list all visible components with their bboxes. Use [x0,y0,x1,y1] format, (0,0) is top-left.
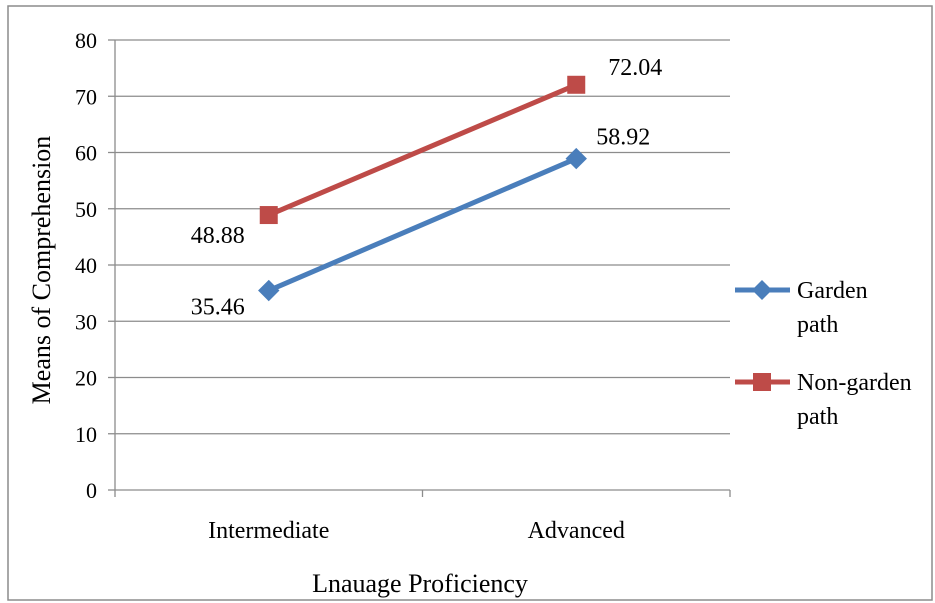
data-point-square [567,75,586,94]
legend-label: Non-garden [797,370,912,396]
y-tick-label: 20 [75,366,97,391]
series-layer [258,75,587,302]
data-point-diamond [565,147,587,170]
legend-label: path [797,404,838,430]
y-tick-label: 10 [75,422,97,447]
legend-label: path [797,312,838,338]
x-tick-label: Advanced [528,518,625,544]
legend-marker-square [753,373,771,391]
data-point-square [259,206,278,225]
chart-border [7,5,933,601]
x-tick-label: Intermediate [208,518,329,544]
data-label: 48.88 [191,223,245,249]
y-tick-label: 40 [75,253,97,278]
x-axis-title: Lnauage Proficiency [312,569,528,598]
y-tick-label: 70 [75,84,97,109]
legend-marker-diamond [752,280,772,300]
legend-label: Garden [797,278,868,304]
y-tick-label: 60 [75,141,97,166]
series-line [266,156,579,294]
y-tick-label: 80 [75,28,97,53]
y-tick-label: 30 [75,309,97,334]
y-tick-label: 0 [86,478,97,503]
axis-layer: 0 10 20 30 40 50 60 70 80 Intermediate Advanced [75,28,731,544]
y-tick-label: 50 [75,197,97,222]
data-point-diamond [258,279,280,302]
data-label: 72.04 [608,55,662,81]
data-label: 58.92 [596,125,650,151]
label-layer: 35.46 58.92 48.88 72.04 [191,55,663,321]
legend: Garden path Non-garden path [735,278,912,430]
data-label: 35.46 [191,295,245,321]
y-axis-title: Means of Comprehension [27,136,56,405]
series-line [266,82,579,218]
